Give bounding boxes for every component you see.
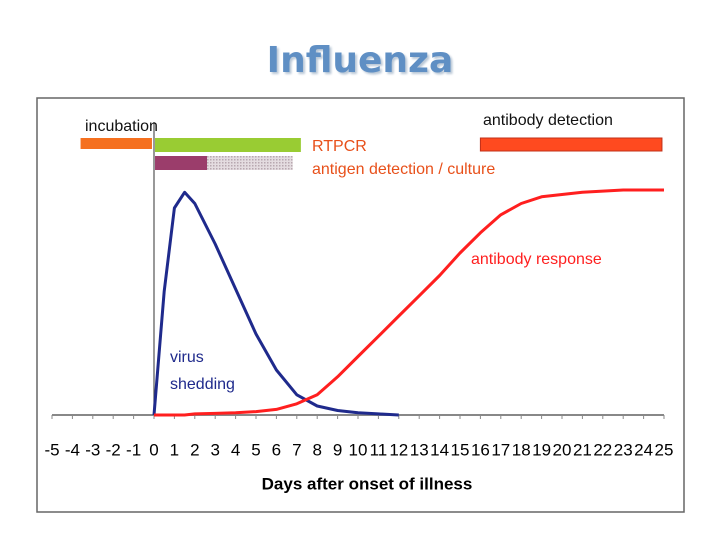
interval-label: RTPCR	[312, 138, 367, 155]
x-tick-label: 20	[553, 440, 572, 459]
x-tick-label: 24	[634, 440, 653, 459]
x-axis-label: Days after onset of illness	[262, 474, 473, 493]
x-tick-label: 7	[292, 440, 301, 459]
x-tick-label: 17	[491, 440, 510, 459]
series-label: virus shedding	[170, 349, 235, 393]
interval-bar	[479, 137, 663, 152]
series-line	[154, 188, 664, 417]
x-tick-label: 21	[573, 440, 592, 459]
series-label-text: antibody response	[471, 251, 602, 268]
x-tick-label: 10	[349, 440, 368, 459]
x-tick-label: 1	[170, 440, 179, 459]
x-tick-label: 15	[451, 440, 470, 459]
x-tick-label: -1	[126, 440, 141, 459]
interval-bar	[207, 156, 293, 170]
series-line	[152, 190, 399, 417]
x-tick-label: 0	[149, 440, 158, 459]
x-tick-label: 13	[410, 440, 429, 459]
x-tick-label: -2	[106, 440, 121, 459]
interval-label: antibody detection	[483, 112, 613, 129]
series-label: antibody response	[471, 251, 602, 268]
interval-bar	[80, 138, 152, 149]
x-tick-label: 25	[655, 440, 674, 459]
x-tick-label: 11	[370, 440, 388, 459]
frame	[36, 97, 685, 513]
x-tick-label: 8	[312, 440, 321, 459]
x-tick-label: 18	[512, 440, 531, 459]
x-tick-label: 6	[272, 440, 281, 459]
x-tick-label: 22	[593, 440, 612, 459]
x-tick-label: 23	[614, 440, 633, 459]
x-tick-label: 2	[190, 440, 199, 459]
x-tick-label: 9	[333, 440, 342, 459]
x-tick-label: 14	[430, 440, 449, 459]
x-tick-label: 3	[210, 440, 219, 459]
x-tick-label: -5	[44, 440, 59, 459]
x-tick-label: -3	[85, 440, 100, 459]
interval-label: incubation	[85, 118, 158, 135]
slide-title: Influenza	[266, 40, 454, 81]
series-label-text: virus shedding	[170, 349, 235, 393]
x-tick-label: 19	[532, 440, 551, 459]
interval-label: antigen detection / culture	[312, 161, 495, 178]
x-tick-label: -4	[65, 440, 80, 459]
interval-bar	[155, 156, 208, 170]
x-tick-label: 4	[231, 440, 240, 459]
x-tick-label: 12	[389, 440, 408, 459]
x-tick-label: 16	[471, 440, 490, 459]
x-tick-label: 5	[251, 440, 260, 459]
interval-bar	[155, 138, 301, 152]
